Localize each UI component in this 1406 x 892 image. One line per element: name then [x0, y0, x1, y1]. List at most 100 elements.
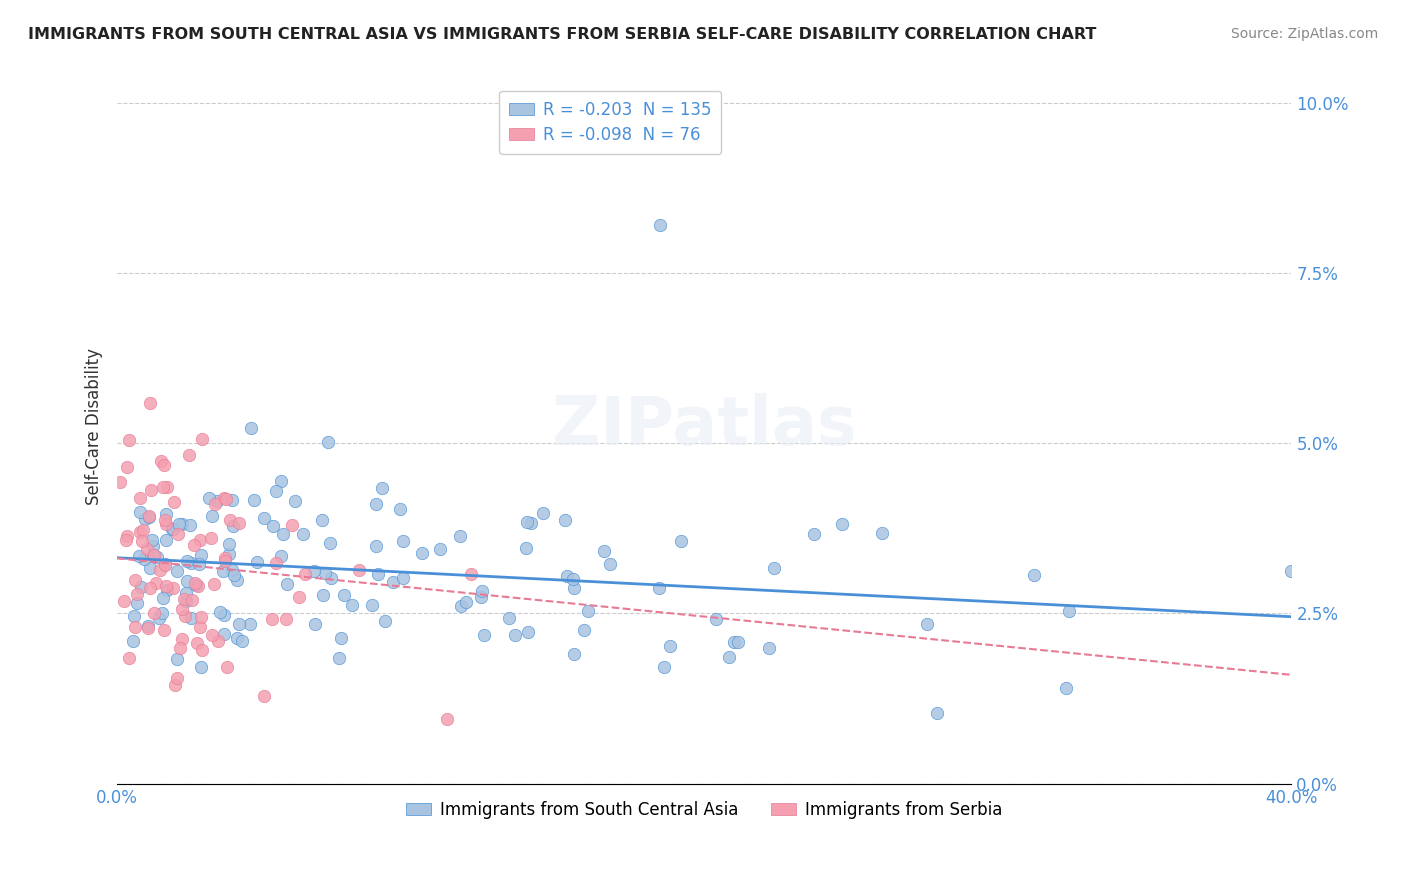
Immigrants from South Central Asia	[190, 548, 212, 562]
Immigrants from South Central Asia	[652, 660, 675, 674]
Immigrants from South Central Asia	[302, 565, 325, 579]
Immigrants from South Central Asia	[498, 610, 520, 624]
Immigrants from South Central Asia	[153, 558, 176, 572]
Immigrants from South Central Asia	[141, 533, 163, 548]
Immigrants from South Central Asia	[659, 639, 682, 653]
Immigrants from South Central Asia	[316, 434, 339, 449]
Immigrants from South Central Asia	[224, 567, 246, 582]
Immigrants from Serbia	[156, 480, 179, 494]
Immigrants from South Central Asia	[367, 566, 389, 581]
Immigrants from Serbia	[188, 620, 211, 634]
Immigrants from Serbia	[108, 475, 131, 489]
Immigrants from South Central Asia	[138, 509, 160, 524]
Immigrants from South Central Asia	[471, 583, 494, 598]
Immigrants from South Central Asia	[179, 518, 201, 533]
Immigrants from South Central Asia	[366, 497, 388, 511]
Immigrants from South Central Asia	[1054, 681, 1077, 695]
Immigrants from Serbia	[124, 573, 146, 587]
Immigrants from Serbia	[281, 518, 304, 533]
Immigrants from South Central Asia	[562, 647, 585, 661]
Immigrants from South Central Asia	[319, 536, 342, 550]
Immigrants from South Central Asia	[599, 558, 621, 572]
Immigrants from South Central Asia	[212, 564, 235, 578]
Immigrants from South Central Asia	[127, 596, 149, 610]
Immigrants from Serbia	[167, 526, 190, 541]
Immigrants from South Central Asia	[166, 564, 188, 578]
Immigrants from South Central Asia	[917, 617, 939, 632]
Immigrants from Serbia	[436, 712, 458, 726]
Immigrants from Serbia	[112, 594, 135, 608]
Immigrants from South Central Asia	[593, 543, 616, 558]
Immigrants from South Central Asia	[155, 507, 177, 521]
Immigrants from South Central Asia	[319, 570, 342, 584]
Immigrants from South Central Asia	[190, 659, 212, 673]
Immigrants from Serbia	[118, 650, 141, 665]
Immigrants from Serbia	[219, 513, 242, 527]
Text: ZIPatlas: ZIPatlas	[553, 393, 856, 459]
Immigrants from Serbia	[139, 483, 162, 497]
Immigrants from South Central Asia	[156, 583, 179, 598]
Immigrants from Serbia	[215, 491, 238, 506]
Text: IMMIGRANTS FROM SOUTH CENTRAL ASIA VS IMMIGRANTS FROM SERBIA SELF-CARE DISABILIT: IMMIGRANTS FROM SOUTH CENTRAL ASIA VS IM…	[28, 27, 1097, 42]
Immigrants from Serbia	[187, 579, 209, 593]
Immigrants from South Central Asia	[174, 586, 197, 600]
Immigrants from South Central Asia	[284, 493, 307, 508]
Immigrants from South Central Asia	[650, 218, 672, 232]
Immigrants from South Central Asia	[557, 568, 579, 582]
Legend: Immigrants from South Central Asia, Immigrants from Serbia: Immigrants from South Central Asia, Immi…	[399, 794, 1010, 825]
Immigrants from Serbia	[124, 619, 146, 633]
Immigrants from South Central Asia	[139, 561, 162, 575]
Immigrants from South Central Asia	[872, 526, 894, 541]
Immigrants from South Central Asia	[763, 561, 786, 575]
Immigrants from Serbia	[170, 632, 193, 646]
Immigrants from South Central Asia	[184, 578, 207, 592]
Immigrants from South Central Asia	[270, 549, 292, 563]
Immigrants from South Central Asia	[411, 546, 433, 560]
Immigrants from South Central Asia	[391, 571, 413, 585]
Immigrants from South Central Asia	[648, 581, 671, 595]
Immigrants from South Central Asia	[576, 604, 599, 618]
Immigrants from South Central Asia	[228, 617, 250, 632]
Immigrants from Serbia	[135, 542, 157, 557]
Immigrants from Serbia	[131, 534, 153, 549]
Immigrants from Serbia	[162, 495, 184, 509]
Immigrants from Serbia	[139, 581, 162, 595]
Immigrants from Serbia	[131, 524, 153, 538]
Immigrants from Serbia	[262, 612, 284, 626]
Immigrants from South Central Asia	[520, 516, 543, 530]
Immigrants from Serbia	[115, 529, 138, 543]
Immigrants from South Central Asia	[470, 590, 492, 604]
Immigrants from Serbia	[139, 396, 162, 410]
Immigrants from South Central Asia	[803, 527, 825, 541]
Immigrants from Serbia	[174, 608, 197, 623]
Immigrants from South Central Asia	[174, 594, 197, 608]
Immigrants from South Central Asia	[531, 506, 554, 520]
Immigrants from South Central Asia	[262, 519, 284, 533]
Immigrants from South Central Asia	[389, 502, 412, 516]
Immigrants from South Central Asia	[1281, 564, 1303, 578]
Immigrants from South Central Asia	[180, 556, 202, 570]
Immigrants from Serbia	[460, 567, 482, 582]
Immigrants from South Central Asia	[246, 555, 269, 569]
Immigrants from South Central Asia	[176, 554, 198, 568]
Immigrants from South Central Asia	[704, 612, 727, 626]
Immigrants from South Central Asia	[201, 508, 224, 523]
Immigrants from Serbia	[217, 660, 239, 674]
Immigrants from South Central Asia	[429, 542, 451, 557]
Y-axis label: Self-Care Disability: Self-Care Disability	[86, 348, 103, 505]
Immigrants from Serbia	[190, 642, 212, 657]
Immigrants from Serbia	[214, 554, 236, 568]
Immigrants from South Central Asia	[270, 474, 292, 488]
Immigrants from Serbia	[253, 689, 276, 703]
Immigrants from South Central Asia	[717, 649, 740, 664]
Immigrants from South Central Asia	[221, 492, 243, 507]
Immigrants from South Central Asia	[218, 547, 240, 561]
Immigrants from South Central Asia	[212, 626, 235, 640]
Immigrants from South Central Asia	[209, 605, 232, 619]
Immigrants from South Central Asia	[145, 549, 167, 564]
Immigrants from South Central Asia	[450, 599, 472, 614]
Immigrants from South Central Asia	[148, 611, 170, 625]
Immigrants from South Central Asia	[231, 633, 253, 648]
Immigrants from Serbia	[138, 508, 160, 523]
Immigrants from South Central Asia	[516, 515, 538, 529]
